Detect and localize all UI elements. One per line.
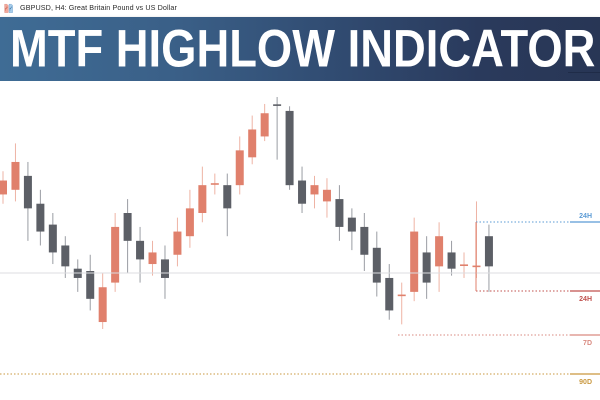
svg-text:24H: 24H: [579, 213, 592, 220]
svg-text:24H: 24H: [579, 296, 592, 303]
svg-text:90D: 90D: [579, 379, 592, 386]
svg-text:7D: 7D: [583, 340, 592, 347]
